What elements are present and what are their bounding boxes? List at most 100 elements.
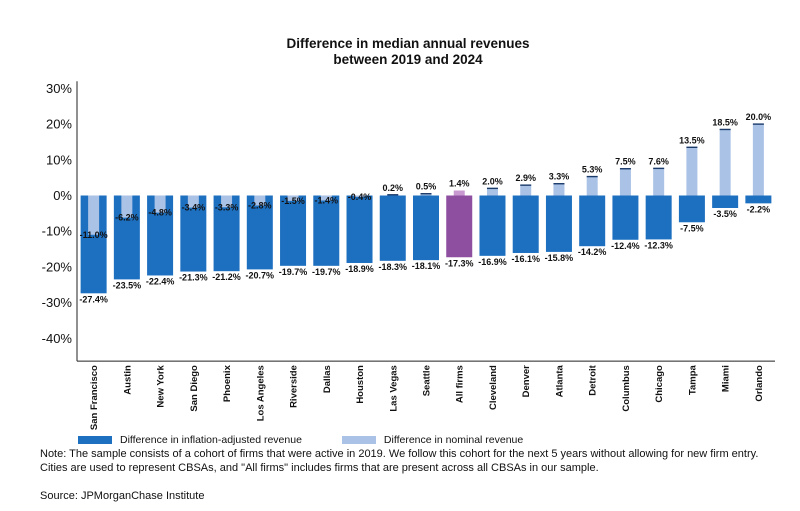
bar-nominal	[221, 195, 233, 208]
bar-nominal	[254, 195, 266, 206]
category-label: Chicago	[654, 365, 665, 403]
labels-group: San Francisco -27.4% -11.0% Austin -23.5% -6.…	[79, 112, 771, 430]
bar-real	[712, 195, 739, 208]
bar-real	[313, 195, 340, 266]
data-label-nominal: 7.5%	[615, 157, 636, 167]
revenue-chart: Difference in median annual revenues bet…	[42, 36, 775, 430]
bar-nominal	[187, 195, 199, 208]
bar-real	[645, 195, 672, 240]
data-label-nominal: -1.4%	[315, 195, 339, 205]
y-tick-label: -30%	[42, 295, 73, 310]
bar-nominal	[420, 193, 432, 196]
y-tick-label: 0%	[53, 188, 72, 203]
data-label-nominal: -0.4%	[348, 192, 372, 202]
data-label-real: -18.1%	[412, 261, 441, 271]
data-label-nominal: -2.8%	[248, 200, 272, 210]
category-label: Orlando	[754, 365, 765, 402]
data-label-real: -2.2%	[747, 204, 771, 214]
bar-nominal	[619, 168, 631, 196]
legend: Difference in inflation-adjusted revenue…	[78, 433, 563, 447]
category-label: San Diego	[189, 365, 200, 412]
bar-nominal	[121, 195, 133, 218]
legend-swatch-real	[78, 436, 112, 444]
legend-item-real: Difference in inflation-adjusted revenue	[78, 434, 302, 446]
y-tick-label: -20%	[42, 259, 73, 274]
bar-nominal	[719, 129, 731, 196]
data-label-nominal: -4.8%	[148, 208, 172, 218]
bar-real	[612, 195, 639, 240]
data-label-real: -16.1%	[511, 254, 540, 264]
bar-nominal	[553, 183, 565, 196]
bar-real	[180, 195, 207, 272]
data-label-nominal: 2.9%	[515, 173, 536, 183]
data-label-nominal: 13.5%	[679, 135, 705, 145]
y-tick-label: -10%	[42, 224, 73, 239]
data-label-real: -3.5%	[713, 209, 737, 219]
legend-label-real: Difference in inflation-adjusted revenue	[120, 434, 302, 446]
data-label-nominal: 5.3%	[582, 165, 603, 175]
data-label-real: -27.4%	[79, 294, 108, 304]
bar-nominal	[88, 195, 100, 235]
data-label-real: -21.3%	[179, 273, 208, 283]
bar-nominal	[486, 188, 498, 196]
chart-source: Source: JPMorganChase Institute	[40, 490, 205, 502]
chart-note: Note: The sample consists of a cohort of…	[40, 448, 759, 474]
category-label: Atlanta	[554, 364, 565, 397]
bar-real	[446, 195, 473, 258]
data-label-nominal: 7.6%	[648, 156, 669, 166]
bars-group	[80, 123, 772, 294]
data-label-nominal: 0.2%	[383, 183, 404, 193]
category-label: Detroit	[588, 364, 599, 395]
bar-nominal	[752, 124, 764, 196]
bar-nominal	[154, 195, 166, 213]
data-label-real: -21.2%	[212, 272, 241, 282]
bar-nominal	[287, 195, 299, 201]
bar-nominal	[686, 147, 698, 196]
bar-real	[579, 195, 606, 247]
y-tick-label: -40%	[42, 331, 73, 346]
data-label-real: -19.7%	[312, 267, 341, 277]
data-label-real: -20.7%	[246, 270, 275, 280]
category-label: Denver	[521, 365, 532, 398]
category-label: New York	[156, 364, 167, 407]
bar-real	[678, 195, 705, 223]
bar-nominal	[354, 195, 366, 197]
category-label: All firms	[455, 365, 466, 403]
bar-real	[479, 195, 506, 256]
category-label: Tampa	[687, 364, 698, 395]
data-label-real: -12.4%	[611, 241, 640, 251]
axes: 30% 20% 10% 0% -10% -20% -30% -40%	[42, 81, 775, 362]
category-label: Miami	[721, 365, 732, 392]
legend-swatch-nominal	[341, 436, 376, 444]
data-label-real: -18.3%	[378, 262, 407, 272]
category-label: Los Angeles	[255, 365, 266, 421]
category-label: Seattle	[422, 365, 433, 396]
category-label: Phoenix	[222, 364, 233, 402]
data-label-real: -22.4%	[146, 276, 175, 286]
bar-nominal	[453, 190, 465, 196]
bar-nominal	[320, 195, 332, 201]
data-label-nominal: -6.2%	[115, 213, 139, 223]
data-label-real: -23.5%	[113, 280, 142, 290]
data-label-real: -14.2%	[578, 247, 607, 257]
data-label-nominal: 3.3%	[549, 172, 570, 182]
bar-real	[413, 195, 439, 261]
data-label-nominal: 1.4%	[449, 179, 470, 189]
data-label-real: -17.3%	[445, 258, 474, 268]
data-label-real: -18.9%	[345, 264, 374, 274]
bar-nominal	[520, 185, 532, 196]
category-label: Austin	[122, 365, 133, 395]
bar-nominal	[653, 168, 665, 196]
bar-real	[379, 195, 406, 261]
data-label-nominal: -3.3%	[215, 202, 239, 212]
data-label-nominal: 0.5%	[416, 182, 437, 192]
data-label-nominal: -3.4%	[182, 203, 206, 213]
bar-real	[346, 195, 373, 263]
data-label-real: -12.3%	[644, 240, 673, 250]
bar-real	[280, 195, 307, 266]
data-label-real: -19.7%	[279, 267, 308, 277]
category-label: Houston	[355, 365, 366, 404]
bar-real	[512, 195, 539, 253]
chart-title-line-2: between 2019 and 2024	[333, 52, 483, 67]
bar-nominal	[586, 176, 598, 196]
